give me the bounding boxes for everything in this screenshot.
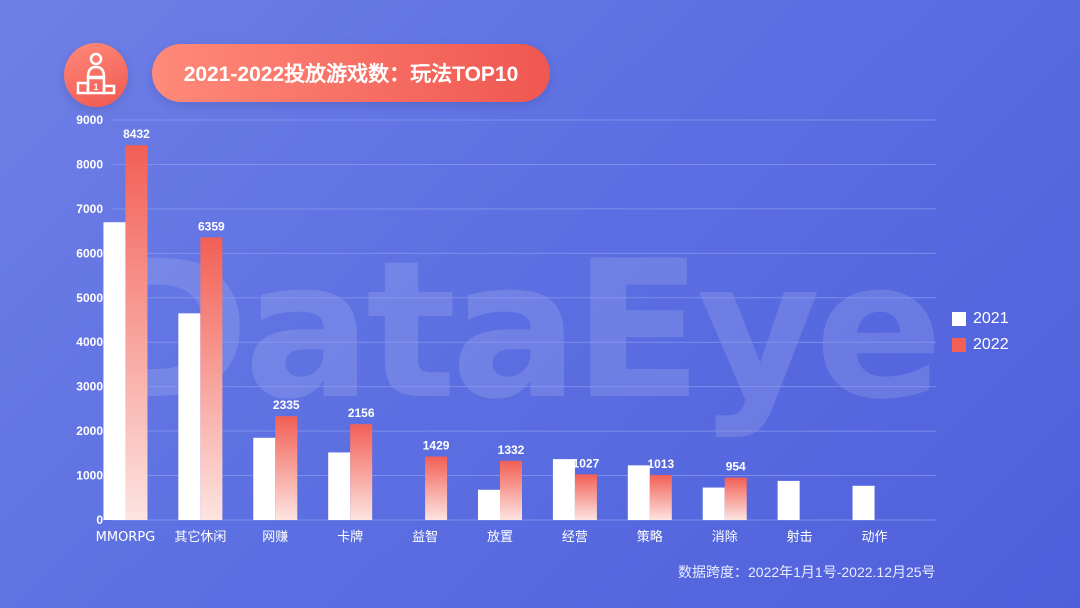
legend-label-2021: 2021 (973, 310, 1009, 327)
data-label: 1332 (498, 443, 525, 457)
bar-2022-3 (275, 416, 298, 520)
bar-2021-10 (777, 480, 800, 520)
bar-2022-2 (200, 237, 223, 520)
legend-label-2022: 2022 (973, 336, 1009, 353)
y-tick-label: 0 (96, 513, 103, 527)
bar-2022-7 (574, 474, 597, 520)
data-label: 954 (726, 460, 746, 474)
bar-2021-4 (328, 452, 351, 520)
data-label: 1027 (573, 456, 600, 470)
legend-swatch-2022 (952, 338, 966, 352)
y-tick-label: 5000 (76, 291, 103, 305)
x-tick-label: 卡牌 (337, 529, 363, 545)
bar-2021-2 (178, 313, 201, 520)
y-tick-label: 7000 (76, 202, 103, 216)
y-tick-label: 3000 (76, 380, 103, 394)
bar-2022-8 (649, 474, 672, 520)
bar-2021-8 (627, 465, 650, 520)
x-tick-label: 策略 (637, 529, 663, 545)
bar-2021-6 (478, 489, 500, 520)
data-label: 2335 (273, 398, 300, 412)
legend-item-2021: 2021 (952, 306, 1009, 332)
bar-2021-3 (253, 437, 276, 520)
y-tick-label: 4000 (76, 335, 103, 349)
y-tick-label: 8000 (76, 157, 103, 171)
bar-2021-1 (103, 222, 126, 520)
data-label: 1429 (423, 438, 450, 452)
y-tick-label: 1000 (76, 469, 103, 483)
bar-2022-6 (500, 460, 522, 520)
x-tick-label: 经营 (562, 530, 588, 545)
x-tick-label: 网赚 (262, 529, 288, 545)
data-label: 2156 (348, 406, 375, 420)
bar-2022-9 (724, 477, 747, 520)
watermark-logo: DataEye (92, 220, 943, 441)
bar-2021-9 (702, 487, 725, 520)
chart-title: 2021-2022投放游戏数：玩法TOP10 (183, 63, 519, 86)
podium-rank-label: 1 (93, 82, 98, 92)
x-tick-label: 动作 (862, 530, 888, 545)
y-tick-label: 6000 (76, 246, 103, 260)
data-label: 6359 (198, 219, 225, 233)
data-label: 1013 (647, 457, 674, 471)
legend-item-2022: 2022 (952, 332, 1009, 358)
bar-2022-4 (350, 424, 373, 520)
data-label: 8432 (123, 127, 150, 141)
x-tick-label: 其它休闲 (174, 529, 226, 545)
legend: 2021 2022 (952, 306, 1009, 358)
x-tick-label: 放置 (487, 530, 513, 545)
podium-icon: 1 (64, 43, 128, 107)
bar-2022-5 (425, 456, 448, 520)
x-tick-label: 消除 (712, 530, 738, 545)
x-tick-label: 射击 (787, 529, 813, 545)
y-tick-label: 2000 (76, 424, 103, 438)
bar-2021-7 (552, 459, 575, 520)
y-tick-label: 9000 (76, 113, 103, 127)
bar-2021-11 (852, 485, 875, 520)
x-tick-label: 益智 (412, 530, 438, 545)
legend-swatch-2021 (952, 312, 966, 326)
x-tick-label: MMORPG (96, 530, 156, 545)
chart-title-pill: 2021-2022投放游戏数：玩法TOP10 (152, 44, 550, 102)
data-range-footnote: 数据跨度：2022年1月1号-2022.12月25号 (678, 564, 936, 580)
bar-2022-1 (125, 145, 148, 520)
